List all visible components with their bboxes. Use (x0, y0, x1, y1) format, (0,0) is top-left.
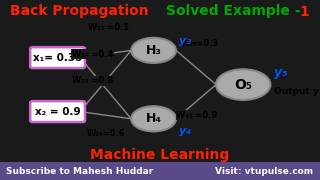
Text: H₃: H₃ (146, 44, 162, 57)
Text: W₁₃ =0.1: W₁₃ =0.1 (88, 22, 129, 32)
Text: x₁= 0.35: x₁= 0.35 (33, 53, 82, 63)
Text: H₄: H₄ (146, 112, 162, 125)
Text: y₄: y₄ (179, 126, 191, 136)
Text: Visit: vtupulse.com: Visit: vtupulse.com (215, 166, 314, 176)
Text: Back Propagation: Back Propagation (10, 4, 148, 19)
Text: W₂₄=0.6: W₂₄=0.6 (86, 129, 125, 138)
Text: W₁₄ =0.4: W₁₄ =0.4 (72, 50, 114, 59)
Text: Solved Example -: Solved Example - (166, 4, 306, 19)
Text: y₃: y₃ (179, 35, 191, 46)
Circle shape (131, 38, 176, 63)
Text: W₂₃ =0.8: W₂₃ =0.8 (72, 76, 113, 86)
Text: Output y: Output y (274, 87, 318, 96)
Text: Machine Learning: Machine Learning (90, 148, 230, 162)
Text: Subscribe to Mahesh Huddar: Subscribe to Mahesh Huddar (6, 166, 154, 176)
Circle shape (131, 106, 176, 131)
Text: O₅: O₅ (234, 78, 252, 92)
Text: W₄₅ =0.9: W₄₅ =0.9 (176, 111, 217, 120)
Circle shape (216, 69, 270, 100)
FancyBboxPatch shape (0, 162, 320, 180)
FancyBboxPatch shape (30, 47, 85, 68)
Text: W₃₅=0.3: W₃₅=0.3 (181, 39, 219, 48)
Text: y₅: y₅ (274, 66, 287, 79)
FancyBboxPatch shape (30, 101, 85, 122)
Text: 1: 1 (299, 4, 309, 19)
Text: x₂ = 0.9: x₂ = 0.9 (35, 107, 80, 117)
